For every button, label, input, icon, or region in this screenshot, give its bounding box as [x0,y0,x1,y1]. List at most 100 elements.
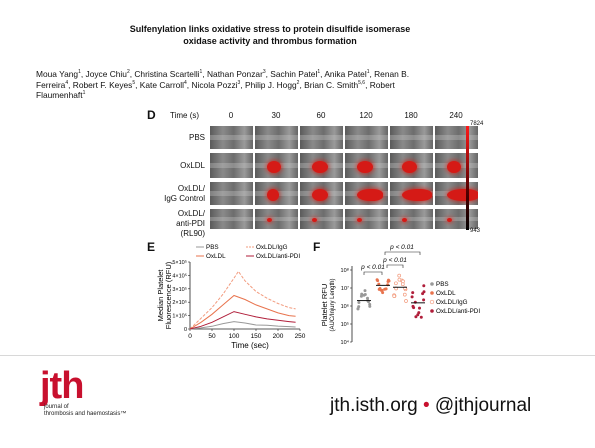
thrombus-signal [267,218,272,222]
f-y-tick-label: 10⁷ [341,285,349,292]
e-x-tick-label: 150 [251,333,262,340]
author-name: Christina Scartelli [134,69,200,79]
author-affiliation: 2 [296,79,300,86]
twitter-handle[interactable]: @jthjournal [434,395,532,416]
thrombus-signal [402,188,432,201]
f-data-point [381,291,385,295]
micrograph-cell [209,181,254,206]
f-data-point [397,277,402,282]
author-affiliation: 1 [366,69,370,76]
e-y-tick-label: 1×10⁵ [172,313,187,320]
author-affiliation: 1 [78,69,81,76]
timepoint-label: 30 [271,111,281,120]
f-legend-marker [430,291,434,295]
author-affiliation: 3 [262,69,266,76]
author-name: Brian C. Smith [304,79,359,90]
f-pvalue-mid: p < 0.01 [382,257,407,264]
f-data-point [356,307,360,311]
f-data-point [412,306,416,310]
f-data-point [422,290,426,294]
micrograph-cell [299,125,344,150]
micrograph-cell [344,208,389,230]
panel-f-label: F [313,240,321,254]
e-y-tick-label: 2×10⁵ [172,299,187,306]
author-name: Joyce Chiu [85,69,127,79]
condition-label-line: IgG Control [164,193,205,203]
author-affiliation: 4 [65,79,69,86]
condition-label-line: OxLDL/ [177,183,205,193]
thrombus-signal [267,160,281,173]
author-affiliation: 3 [237,79,241,86]
author-name: Robert Flaumenhaft [36,79,395,101]
thrombus-signal [312,218,317,222]
e-x-axis-label: Time (sec) [231,341,269,350]
f-legend-entry: PBS [436,281,449,288]
scale-max: 7824 [470,121,484,127]
f-pvalue-left: p < 0.01 [360,264,385,271]
jth-logo: jth [40,365,84,407]
website-link[interactable]: jth.isth.org [330,395,418,416]
micrograph-cell [254,208,299,230]
author-name: Anika Patel [324,69,367,79]
f-data-point [404,299,408,303]
e-y-axis-label-line-1: Median Platelet [156,269,165,322]
f-data-point [422,298,426,302]
micrograph-cell [389,125,434,150]
e-series-line [189,311,296,330]
timepoint-label: 240 [449,111,463,120]
f-y-tick-label: 10⁵ [341,321,349,328]
f-data-point [357,301,361,304]
f-data-point [414,315,418,319]
e-series-line [189,294,296,330]
scale-min: 943 [470,228,481,234]
condition-label-line: anti-PDI (RL90) [176,219,205,238]
e-y-tick-label: 5×10⁵ [172,259,187,266]
micrograph-cell [389,208,434,230]
f-legend-marker [430,309,434,313]
f-pvalue-top: p < 0.01 [389,244,414,251]
e-x-tick-label: 250 [295,333,306,340]
panel-e-label: E [147,240,156,254]
journal-name-line-2: thrombosis and haemostasis™ [44,411,127,417]
panel-d-time-label: Time (s) [170,111,200,120]
e-x-tick-label: 200 [273,333,284,340]
f-data-point [394,281,398,286]
micrograph-cell [299,181,344,206]
author-list: Moua Yang1, Joyce Chiu2, Christina Scart… [36,69,410,101]
f-bracket-top [384,251,421,255]
f-y-tick-label: 10⁶ [341,303,349,310]
author-name: Renan B. Ferreira [36,69,410,90]
f-data-point [419,315,423,319]
e-series-line [189,270,296,330]
thrombus-signal [312,188,328,201]
f-legend-marker [429,299,435,305]
thrombus-signal [267,188,279,201]
f-y-axis-label-line-1: Platelet RFU [320,284,329,327]
f-data-point [416,313,420,317]
footer-divider [0,355,595,356]
f-data-point [376,279,380,283]
title-line-1: Sulfenylation links oxidative stress to … [129,24,411,34]
f-data-point [363,289,367,293]
e-x-tick-label: 50 [208,333,216,340]
intensity-scale-bar [466,126,469,230]
micrograph-cell [209,208,254,230]
f-data-point [359,294,363,298]
author-name: Philip J. Hogg [244,79,297,90]
f-data-point [377,282,381,286]
e-series-line [189,321,296,330]
condition-label: PBS [155,133,205,143]
e-legend-entry: PBS [206,244,219,251]
author-affiliation: 1 [199,69,203,76]
micrograph-cell [254,181,299,206]
panel-d-label: D [147,108,156,122]
micrograph-cell [209,125,254,150]
f-y-axis-label-line-2: (AUC/Injury Length) [330,278,336,331]
thrombus-signal [402,218,407,222]
micrograph-cell [299,208,344,230]
timepoint-label: 120 [359,111,373,120]
condition-label-line: OxLDL/ [177,209,205,218]
e-y-axis-label-line-2: Fluorescence (RFU) [164,261,173,329]
f-data-point [418,306,421,310]
